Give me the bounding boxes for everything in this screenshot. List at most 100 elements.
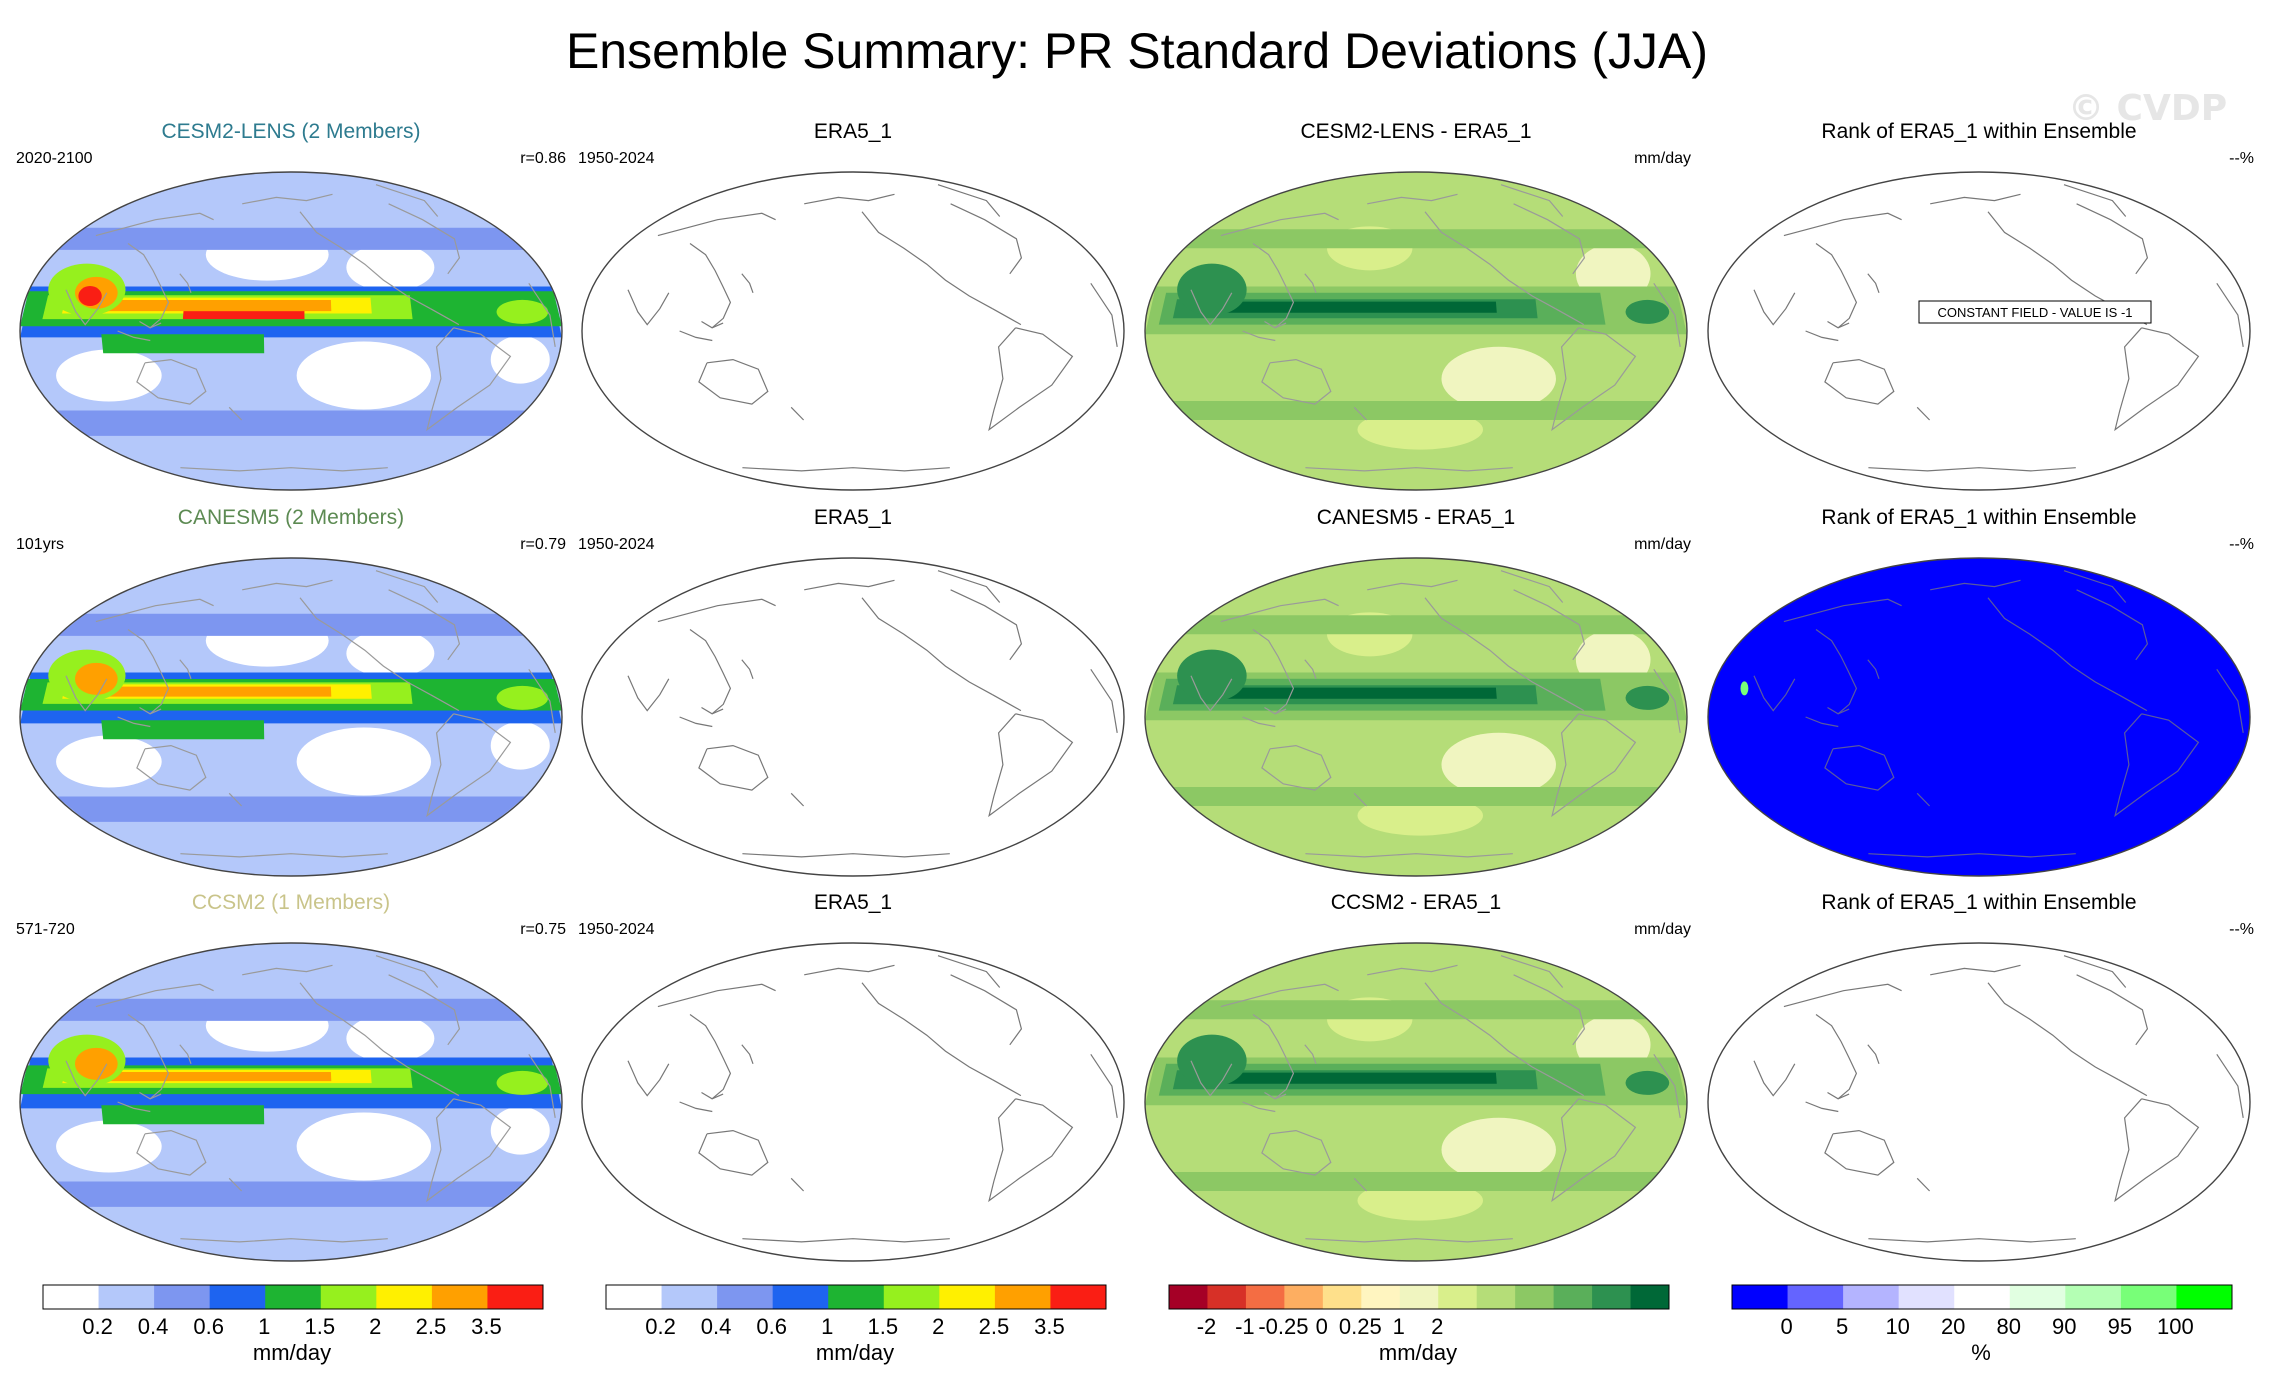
colorbar-tick-label: 0.2: [82, 1314, 113, 1339]
coastline: [139, 706, 162, 715]
field-atlantic-itcz: [496, 685, 549, 710]
panel-obs-row3: ERA5_1 1950-2024: [578, 891, 1128, 1263]
coastline: [1551, 1098, 1637, 1203]
coastline: [698, 358, 769, 405]
coastline: [2118, 1079, 2148, 1097]
coastline: [1261, 358, 1332, 405]
coastline: [1827, 706, 1850, 715]
field-monsoon: [74, 1047, 118, 1080]
coastline: [804, 193, 895, 205]
coastline: [627, 675, 670, 712]
colorbar-swatch: [265, 1285, 322, 1309]
field-storm-track: [56, 796, 526, 822]
obs-title: ERA5_1: [813, 891, 893, 914]
map-outline: [581, 942, 1125, 1262]
field-itcz-max: [182, 311, 305, 320]
panel-model-row2: CANESM5 (2 Members) 101yrs r=0.79: [16, 506, 566, 878]
coastline: [1867, 1044, 1880, 1065]
field-dry-zone: [346, 629, 435, 678]
colorbar-units: %: [1971, 1340, 1991, 1365]
colorbar-tick-label: 20: [1940, 1314, 1966, 1339]
coastline: [1930, 964, 2021, 976]
field-storm-track: [56, 1181, 526, 1207]
colorbar-tick-label: -2: [1196, 1314, 1217, 1339]
coastline: [1090, 1053, 1118, 1118]
coastline: [1220, 212, 1339, 237]
coastline: [1805, 716, 1839, 728]
coastline: [1805, 330, 1839, 342]
map-rank-row2: [1707, 557, 2251, 877]
colorbar-tick-label: 1.5: [304, 1314, 336, 1339]
coastline: [1261, 744, 1332, 791]
coastline: [790, 792, 805, 807]
field-dry-zone: [346, 243, 435, 292]
coastline: [742, 853, 950, 858]
map-field: [20, 943, 562, 1261]
colorbar-ticks: 0 5 10 20 80 90 95 100: [1731, 1314, 2231, 1340]
coastline: [136, 744, 207, 791]
colorbar-tick-label: -1: [1235, 1314, 1255, 1339]
field-monsoon-diff: [1177, 649, 1247, 702]
coastline: [136, 358, 207, 405]
map-field: [1145, 558, 1687, 876]
map-outline: [1144, 942, 1688, 1262]
colorbar-3: [1168, 1284, 1670, 1310]
map-rank-row1: CONSTANT FIELD - VALUE IS -1: [1707, 171, 2251, 491]
coastline: [180, 853, 388, 858]
coastline: [375, 570, 439, 603]
coastline: [375, 955, 439, 988]
coastline: [1190, 289, 1233, 326]
coastline: [1824, 744, 1895, 791]
coastline: [299, 597, 431, 696]
coastline: [741, 659, 754, 680]
coastline: [65, 675, 108, 712]
coastline: [1424, 597, 1556, 696]
coastline: [657, 983, 776, 1008]
coastline: [179, 659, 192, 680]
coastline: [139, 320, 162, 329]
coastline: [689, 629, 732, 715]
coastline: [1500, 570, 1564, 603]
colorbar-tick-label: 0.2: [645, 1314, 676, 1339]
diff-units: mm/day: [1634, 150, 1691, 167]
coastline: [698, 1129, 769, 1176]
colorbar-swatch: [1207, 1285, 1247, 1309]
coastline: [1252, 1014, 1295, 1100]
coastline: [992, 308, 1022, 326]
field-dry-zone: [490, 335, 550, 384]
coastline: [1264, 706, 1287, 715]
coastline: [228, 406, 243, 421]
map-field: [582, 172, 1124, 490]
colorbar-swatch: [431, 1285, 488, 1309]
colorbar-tick-label: 0: [1315, 1314, 1328, 1339]
colorbar-swatch: [772, 1285, 829, 1309]
coastline: [2114, 327, 2200, 432]
coastline: [1513, 203, 1586, 275]
field-spcz: [101, 334, 265, 354]
coastline: [937, 570, 1001, 603]
field-monsoon: [74, 662, 118, 695]
model-title: CESM2-LENS (2 Members): [161, 120, 421, 143]
colorbar-4: [1731, 1284, 2233, 1310]
model-years: 571-720: [16, 921, 75, 938]
field-atlantic-diff: [1625, 1070, 1670, 1095]
coastline: [1305, 1238, 1513, 1243]
field-empty: [1708, 943, 2250, 1261]
field-itcz: [102, 686, 332, 697]
coastline: [804, 579, 895, 591]
coastline: [741, 1044, 754, 1065]
colorbar-swatch: [2065, 1285, 2122, 1309]
colorbar-swatch: [320, 1285, 377, 1309]
coastline: [950, 203, 1023, 275]
colorbar-tick-label: 2: [369, 1314, 382, 1339]
coastline: [1930, 193, 2021, 205]
coastline: [627, 1060, 670, 1097]
coastline: [1805, 1101, 1839, 1113]
coastline: [1242, 1101, 1276, 1113]
coastline: [388, 589, 461, 661]
coastline: [861, 211, 993, 310]
coastline: [1555, 308, 1585, 326]
coastline: [1827, 1091, 1850, 1100]
coastline: [1305, 467, 1513, 472]
coastline: [1261, 1129, 1332, 1176]
